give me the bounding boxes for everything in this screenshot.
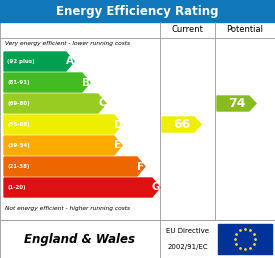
Text: (69-80): (69-80): [7, 101, 30, 106]
Text: Not energy efficient - higher running costs: Not energy efficient - higher running co…: [5, 206, 130, 211]
Polygon shape: [4, 178, 160, 197]
Bar: [0, 0, 275, 22]
Text: (1-20): (1-20): [7, 185, 26, 190]
Bar: [0, 22, 275, 220]
Text: (39-54): (39-54): [7, 143, 30, 148]
Text: England & Wales: England & Wales: [24, 232, 136, 246]
Text: 2002/91/EC: 2002/91/EC: [167, 244, 208, 249]
Text: (92 plus): (92 plus): [7, 59, 35, 64]
Text: Current: Current: [172, 26, 204, 35]
Polygon shape: [217, 96, 256, 111]
Text: B: B: [82, 77, 90, 87]
Text: Very energy efficient - lower running costs: Very energy efficient - lower running co…: [5, 42, 130, 46]
Polygon shape: [4, 157, 145, 176]
Text: D: D: [114, 119, 122, 130]
Text: E: E: [114, 141, 122, 150]
Polygon shape: [4, 73, 90, 92]
Text: Potential: Potential: [227, 26, 263, 35]
Polygon shape: [4, 52, 74, 71]
Polygon shape: [162, 117, 201, 132]
Text: 66: 66: [173, 118, 190, 131]
Text: Energy Efficiency Rating: Energy Efficiency Rating: [56, 4, 219, 18]
Text: (55-68): (55-68): [7, 122, 30, 127]
Text: (21-38): (21-38): [7, 164, 29, 169]
Polygon shape: [4, 115, 122, 134]
Text: EU Directive: EU Directive: [166, 228, 209, 235]
Bar: [0, 220, 275, 258]
Bar: [218, 224, 272, 254]
Text: 74: 74: [228, 97, 245, 110]
Text: C: C: [98, 99, 106, 109]
Text: G: G: [152, 182, 160, 192]
Text: (81-91): (81-91): [7, 80, 29, 85]
Polygon shape: [4, 136, 122, 155]
Text: A: A: [66, 57, 74, 67]
Text: F: F: [138, 162, 145, 172]
Polygon shape: [4, 94, 106, 113]
